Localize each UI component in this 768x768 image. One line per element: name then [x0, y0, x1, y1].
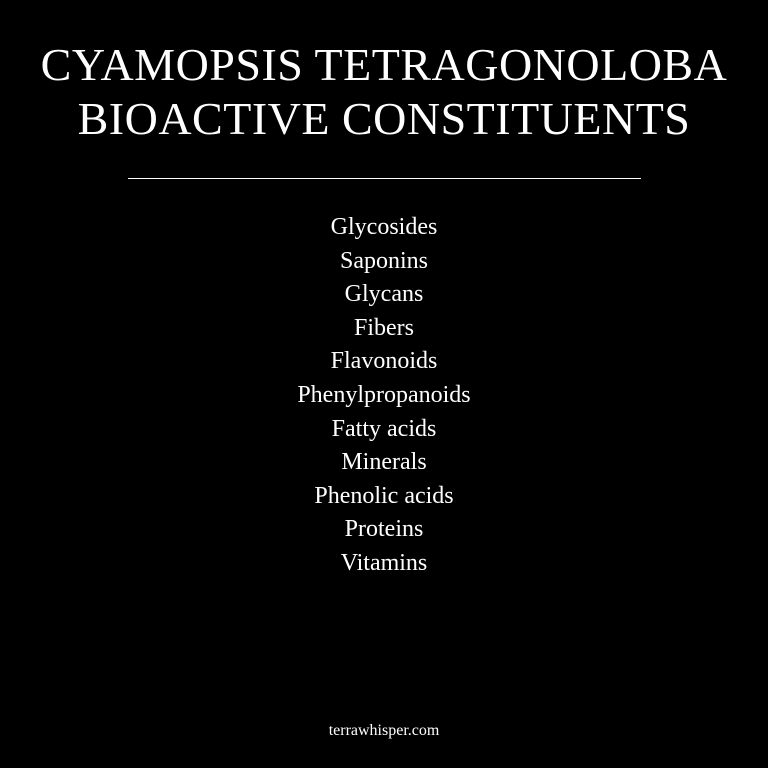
list-item: Glycans [0, 278, 768, 312]
list-item: Glycosides [0, 211, 768, 245]
title-line-2: BIOACTIVE CONSTITUENTS [0, 92, 768, 146]
list-item: Phenylpropanoids [0, 379, 768, 413]
list-item: Minerals [0, 446, 768, 480]
list-item: Vitamins [0, 547, 768, 581]
title-divider [128, 178, 641, 179]
list-item: Flavonoids [0, 345, 768, 379]
constituents-list: Glycosides Saponins Glycans Fibers Flavo… [0, 211, 768, 581]
list-item: Fatty acids [0, 413, 768, 447]
page-title: CYAMOPSIS TETRAGONOLOBA BIOACTIVE CONSTI… [0, 38, 768, 146]
title-line-1: CYAMOPSIS TETRAGONOLOBA [0, 38, 768, 92]
list-item: Fibers [0, 312, 768, 346]
list-item: Saponins [0, 245, 768, 279]
list-item: Phenolic acids [0, 480, 768, 514]
list-item: Proteins [0, 513, 768, 547]
site-footer: terrawhisper.com [0, 720, 768, 742]
